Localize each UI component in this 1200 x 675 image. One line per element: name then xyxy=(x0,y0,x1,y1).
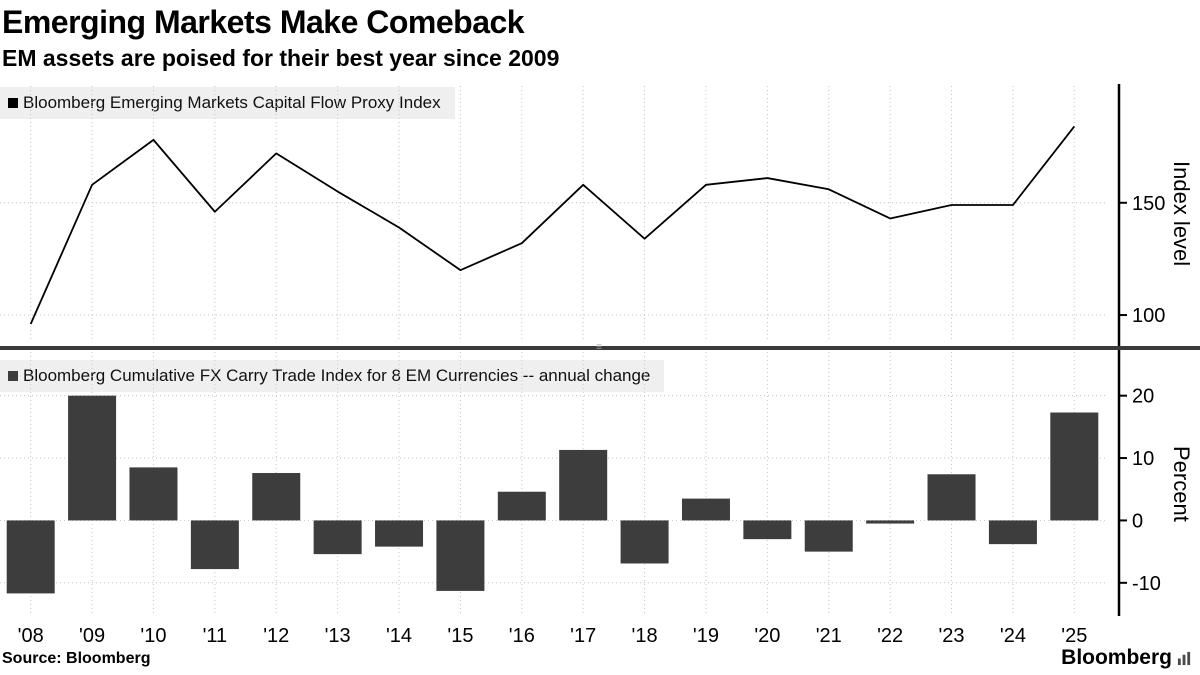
x-axis-label: '24 xyxy=(1000,625,1026,647)
chart-title: Emerging Markets Make Comeback xyxy=(2,4,525,40)
bloomberg-chart-icon xyxy=(1177,651,1192,666)
y-tick-label: 150 xyxy=(1132,193,1165,215)
bar-15 xyxy=(436,520,485,591)
line-series-capital-flow xyxy=(29,125,1076,325)
bar-20 xyxy=(743,520,792,540)
legend-marker-bar xyxy=(8,371,18,381)
bar-17 xyxy=(559,449,608,521)
bar-12 xyxy=(252,473,301,521)
panel-divider xyxy=(0,346,1200,350)
panel-resize-handle[interactable]: ≡ xyxy=(596,342,602,353)
x-axis-label: '19 xyxy=(693,625,719,647)
x-axis-label: '10 xyxy=(140,625,166,647)
bar-24 xyxy=(988,520,1037,545)
bar-11 xyxy=(190,520,239,570)
x-axis-label: '16 xyxy=(509,625,535,647)
bar-10 xyxy=(129,467,178,521)
bar-16 xyxy=(497,491,546,521)
x-axis-label: '12 xyxy=(263,625,289,647)
x-axis-label: '22 xyxy=(877,625,903,647)
x-axis-label: '08 xyxy=(18,625,44,647)
x-axis-label: '23 xyxy=(938,625,964,647)
bar-09 xyxy=(68,395,117,521)
x-axis-label: '20 xyxy=(754,625,780,647)
x-axis-label: '11 xyxy=(203,625,228,647)
x-axis-label: '09 xyxy=(79,625,105,647)
x-axis-label: '25 xyxy=(1061,625,1087,647)
x-axis-label: '13 xyxy=(325,625,351,647)
x-axis-label: '15 xyxy=(447,625,473,647)
line-chart-panel: 100 150 xyxy=(0,84,1165,352)
bar-21 xyxy=(804,520,853,552)
chart-subtitle: EM assets are poised for their best year… xyxy=(2,45,560,71)
x-axis-label: '21 xyxy=(816,625,842,647)
bar-25 xyxy=(1050,412,1099,521)
y-tick-label: 10 xyxy=(1132,448,1154,470)
bar-13 xyxy=(313,520,362,555)
bloomberg-wordmark: Bloomberg xyxy=(1061,646,1172,669)
x-axis-label: '17 xyxy=(570,625,596,647)
bar-22 xyxy=(866,520,915,524)
bloomberg-logo: Bloomberg xyxy=(1061,646,1192,670)
y-tick-label: 100 xyxy=(1132,305,1165,327)
bar-23 xyxy=(927,474,976,521)
bar-chart-panel: -10 0 10 20 '08 '09 '10 '11 '12 '13 '14 '15 '16 '17 '1… xyxy=(0,352,1161,647)
bar-08 xyxy=(6,520,55,594)
y-tick-label: 0 xyxy=(1132,510,1143,532)
x-axis-label: '18 xyxy=(632,625,658,647)
legend-label-fx-carry: Bloomberg Cumulative FX Carry Trade Inde… xyxy=(23,366,651,385)
y-axis-title-index-level: Index level xyxy=(1169,161,1194,267)
y-axis-title-percent: Percent xyxy=(1169,445,1194,522)
y-tick-label: -10 xyxy=(1132,573,1161,595)
legend-label-capital-flow: Bloomberg Emerging Markets Capital Flow … xyxy=(23,93,441,112)
bar-19 xyxy=(681,498,730,521)
bar-18 xyxy=(620,520,669,564)
x-axis-label: '14 xyxy=(386,625,412,647)
y-tick-label: 20 xyxy=(1132,386,1154,408)
bar-14 xyxy=(375,520,424,547)
legend-fx-carry-index: Bloomberg Cumulative FX Carry Trade Inde… xyxy=(0,360,665,392)
legend-capital-flow-index: Bloomberg Emerging Markets Capital Flow … xyxy=(0,87,455,119)
legend-marker-line xyxy=(8,98,18,108)
source-text: Source: Bloomberg xyxy=(2,650,151,667)
